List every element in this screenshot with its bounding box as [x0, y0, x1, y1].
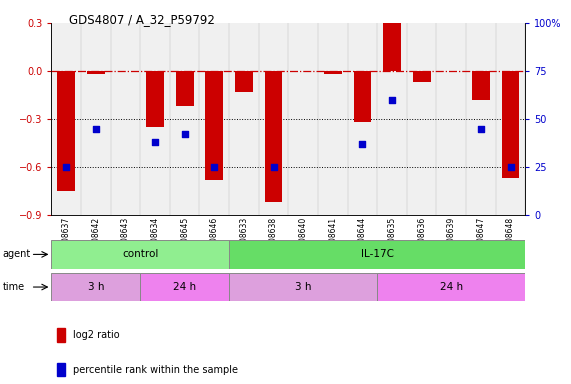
Point [506, 164, 515, 170]
Point [476, 126, 485, 132]
Text: log2 ratio: log2 ratio [73, 330, 120, 340]
Text: 24 h: 24 h [440, 282, 463, 292]
Bar [229, 240, 525, 269]
Bar [146, 71, 164, 127]
Bar [57, 71, 75, 191]
Point [388, 97, 397, 103]
Bar [324, 71, 341, 74]
Bar [51, 240, 229, 269]
Bar [206, 71, 223, 180]
Point [269, 164, 278, 170]
Point [62, 164, 71, 170]
Point [358, 141, 367, 147]
Text: 24 h: 24 h [173, 282, 196, 292]
Bar [235, 71, 253, 92]
Bar [87, 71, 104, 74]
Text: percentile rank within the sample: percentile rank within the sample [73, 365, 238, 375]
Text: time: time [3, 282, 25, 292]
Point [180, 131, 189, 137]
Text: IL-17C: IL-17C [361, 249, 394, 260]
Bar [353, 71, 371, 122]
Bar [140, 273, 229, 301]
Text: control: control [122, 249, 158, 260]
Bar [383, 23, 401, 71]
Bar [51, 273, 140, 301]
Bar [265, 71, 283, 202]
Bar [472, 71, 490, 100]
Point [210, 164, 219, 170]
Text: agent: agent [3, 249, 31, 260]
Bar [176, 71, 194, 106]
Point [91, 126, 100, 132]
Text: 3 h: 3 h [295, 282, 311, 292]
Bar [502, 71, 520, 178]
Bar [377, 273, 525, 301]
Bar [413, 71, 431, 82]
Bar [229, 273, 377, 301]
Text: GDS4807 / A_32_P59792: GDS4807 / A_32_P59792 [69, 13, 214, 26]
Text: 3 h: 3 h [87, 282, 104, 292]
Point [151, 139, 160, 145]
